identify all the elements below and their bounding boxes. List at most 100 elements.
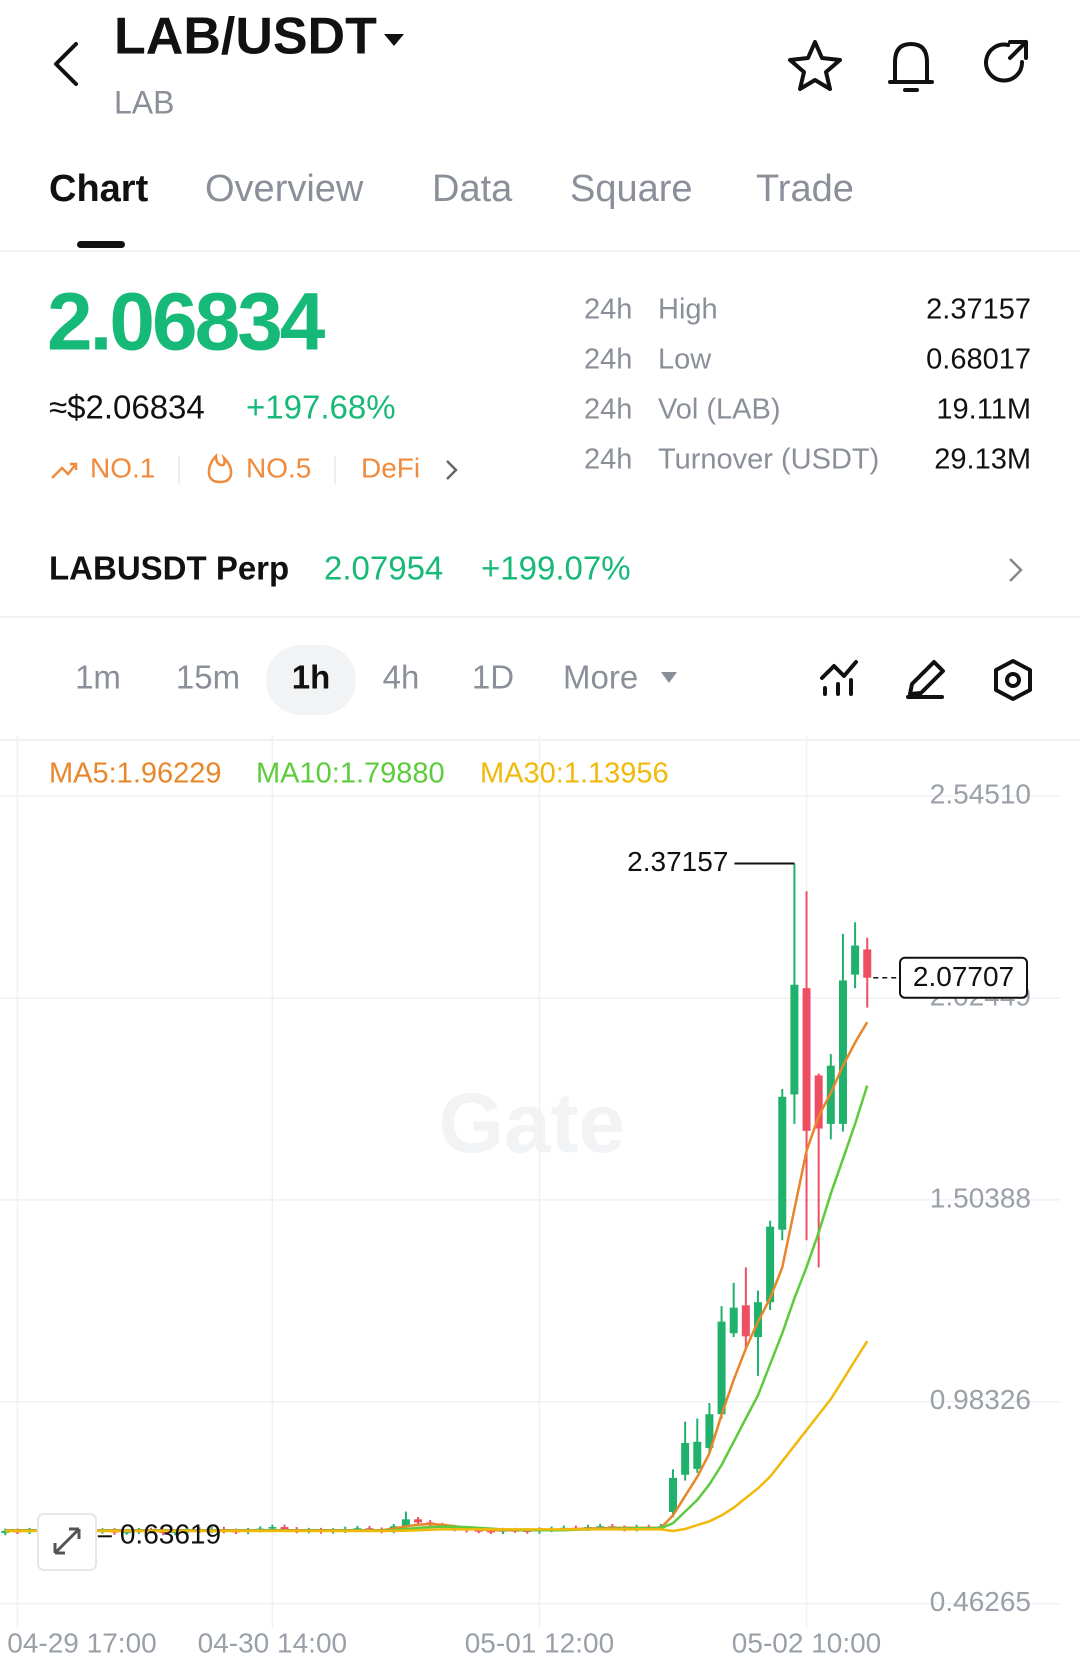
y-tick-label: 0.98326 [930,1384,1031,1415]
hot-icon [207,452,233,484]
stat-value: 19.11M [936,394,1031,426]
candle-body [802,988,811,1131]
interval-selected-bg [266,645,356,715]
interval[interactable]: 1m [75,659,121,696]
stats: 24h High 2.37157 24h Low 0.68017 24h Vol… [584,294,1031,476]
x-tick-label: 05-02 10:00 [732,1627,881,1658]
share-icon[interactable] [984,40,1028,83]
legend-entry: MA30:1.13956 [480,758,669,790]
settings-icon[interactable] [994,659,1032,701]
divider [0,250,1080,252]
favorite-icon[interactable] [788,40,842,91]
candle-body [790,984,799,1095]
pair-subtitle: LAB [114,84,174,120]
candle-body [450,1527,459,1530]
perp-name[interactable]: LABUSDT Perp [49,550,289,587]
candle-body [474,1530,483,1532]
min-marker-label: 0.63619 [120,1519,221,1550]
candle-body [741,1305,750,1337]
candle-body [814,1075,823,1129]
last-price: 2.06834 [47,277,326,368]
interval[interactable]: 15m [176,659,240,696]
candle-body [122,1531,131,1534]
chevron[interactable] [446,460,458,480]
sector-tag[interactable]: DeFi [361,452,420,483]
chevron[interactable] [1009,558,1023,582]
settings-icon-core [1005,672,1021,688]
interval[interactable]: 4h [383,659,420,696]
candle-body [851,945,860,975]
candle-body [705,1414,714,1448]
alert-icon[interactable] [888,42,934,92]
pair-dropdown[interactable] [384,34,404,46]
candle-body [863,949,872,978]
x-tick-label: 05-01 12:00 [465,1627,614,1658]
candle-body [766,1226,775,1303]
tab-indicator [77,241,125,248]
stat-period: 24h [584,294,632,326]
candle-body [681,1442,690,1475]
tab[interactable]: Chart [49,168,149,210]
candle-body [717,1321,726,1415]
expand-icon [53,1527,81,1555]
fiat-price: ≈$2.06834 [49,389,205,426]
stat-label: Low [658,344,712,376]
ma-line [5,1021,869,1532]
hot-tag[interactable]: NO.5 [246,452,311,483]
tab[interactable]: Trade [756,168,854,210]
stat-value: 0.68017 [926,344,1031,376]
draw-icon[interactable] [906,660,945,699]
interval[interactable]: More [563,659,638,696]
stat-period: 24h [584,344,632,376]
kline-chart: 0.462650.983261.503882.024492.5451004-29… [0,735,1060,1658]
x-tick-label: 04-30 14:00 [198,1627,347,1658]
perp-change: +199.07% [481,550,631,587]
ma-line [5,1085,869,1532]
stat-period: 24h [584,394,632,426]
last-price-label: 2.07707 [913,961,1014,992]
back-button[interactable] [54,42,78,86]
candle-body [778,1096,787,1230]
ma-line [5,1340,869,1533]
candle-body [838,980,847,1124]
separator [178,456,180,484]
legend-entry: MA10:1.79880 [256,758,445,790]
last-price-tag [899,956,1028,999]
candle-body [414,1519,423,1523]
interval[interactable]: 1h [292,659,331,696]
max-marker-label: 2.37157 [627,846,728,877]
candle-body [280,1527,289,1530]
candle-body [486,1530,495,1533]
x-tick-label: 04-29 17:00 [7,1627,156,1658]
price-change: +197.68% [246,389,396,426]
candle-body [693,1441,702,1469]
perp-price: 2.07954 [324,550,443,587]
y-tick-label: 1.50388 [930,1182,1031,1213]
y-tick-label: 0.46265 [930,1586,1031,1617]
stat-period: 24h [584,444,632,476]
tab[interactable]: Overview [205,168,364,210]
legend-entry: MA5:1.96229 [49,758,222,790]
indicator-icon[interactable] [820,660,858,696]
trend-icon [51,462,78,479]
separator [334,456,336,484]
tab[interactable]: Data [432,168,513,210]
divider [0,616,1080,618]
stat-label: High [658,294,718,326]
stat-label: Turnover (USDT) [658,444,879,476]
candle-body [729,1307,738,1334]
candle-body [268,1527,277,1529]
stat-label: Vol (LAB) [658,394,781,426]
pair-title[interactable]: LAB/USDT [114,8,377,66]
stat-value: 29.13M [934,444,1031,476]
more-dropdown[interactable] [661,672,677,683]
candle-body [401,1519,410,1527]
watermark: Gate [439,1076,626,1170]
interval[interactable]: 1D [472,659,514,696]
stat-value: 2.37157 [926,294,1031,326]
candle-body [669,1477,677,1512]
tab[interactable]: Square [570,168,693,210]
rank-tag[interactable]: NO.1 [90,452,155,483]
